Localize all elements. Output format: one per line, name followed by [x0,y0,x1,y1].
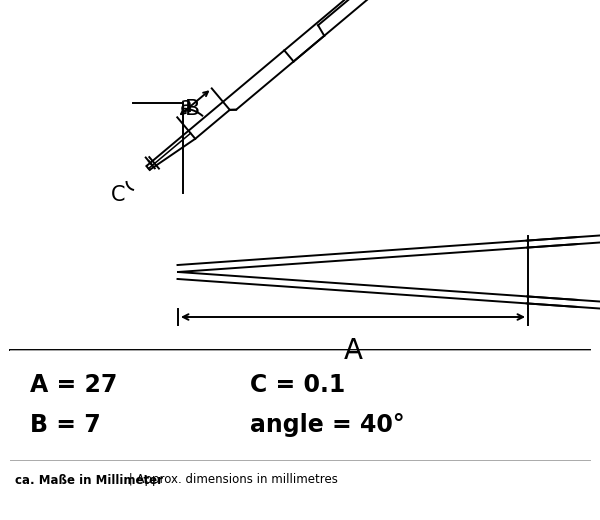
Text: B = 7: B = 7 [30,413,101,437]
Text: B: B [185,99,200,119]
Text: angle = 40°: angle = 40° [250,413,405,437]
Text: a: a [179,96,193,116]
Text: A = 27: A = 27 [30,373,118,397]
Text: ca. Maße in Millimeter: ca. Maße in Millimeter [15,474,163,487]
Text: | Approx. dimensions in millimetres: | Approx. dimensions in millimetres [125,474,338,487]
Text: C = 0.1: C = 0.1 [250,373,345,397]
Text: C: C [110,185,125,205]
Text: A: A [343,337,362,365]
